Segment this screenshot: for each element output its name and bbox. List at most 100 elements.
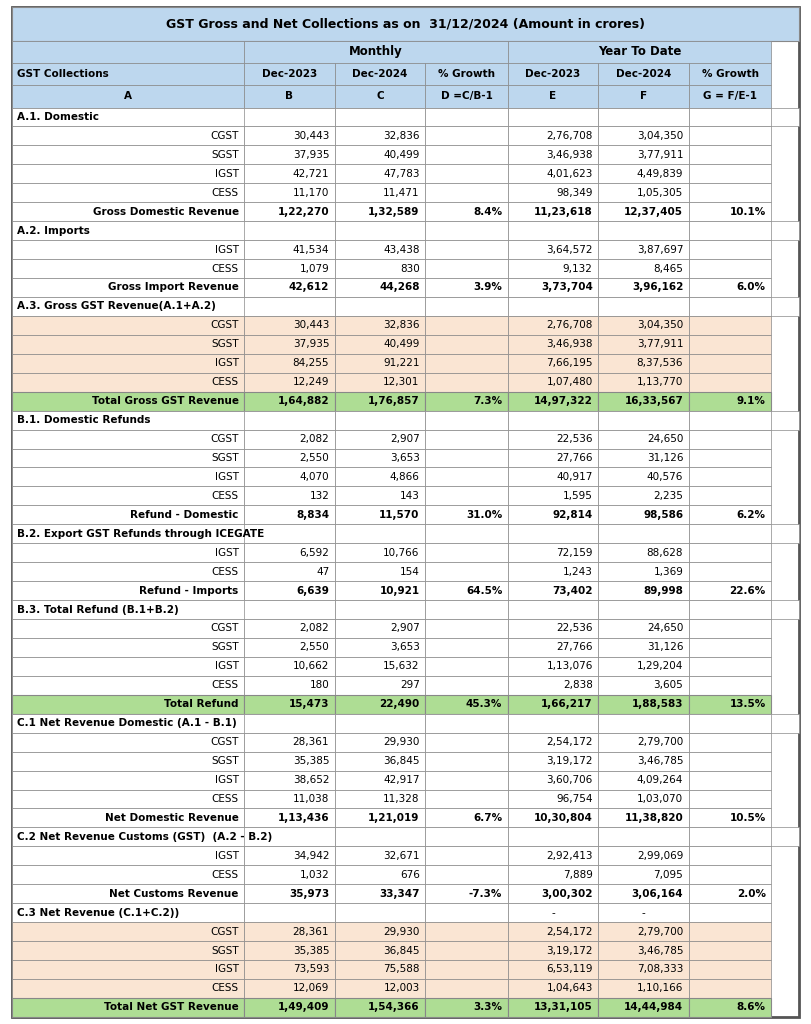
Text: 10.1%: 10.1%: [730, 207, 766, 217]
Bar: [689, 183, 771, 202]
Bar: [508, 923, 599, 941]
Bar: [244, 468, 335, 486]
Bar: [599, 468, 689, 486]
Bar: [244, 145, 335, 164]
Bar: [689, 524, 771, 544]
Bar: [425, 733, 508, 752]
Bar: [508, 183, 599, 202]
Bar: [335, 903, 425, 923]
Bar: [689, 600, 771, 620]
Text: 1,13,436: 1,13,436: [277, 813, 329, 823]
Bar: [244, 335, 335, 353]
Bar: [12, 695, 244, 714]
Text: 1,07,480: 1,07,480: [547, 377, 593, 387]
Bar: [12, 524, 799, 544]
Bar: [689, 221, 771, 240]
Bar: [425, 657, 508, 676]
Text: 24,650: 24,650: [647, 624, 683, 634]
Bar: [599, 582, 689, 600]
Bar: [689, 714, 771, 733]
Text: 1,66,217: 1,66,217: [541, 699, 593, 710]
Bar: [425, 85, 508, 108]
Bar: [508, 941, 599, 961]
Bar: [244, 620, 335, 638]
Bar: [244, 714, 335, 733]
Text: 3,46,938: 3,46,938: [547, 150, 593, 160]
Text: CESS: CESS: [212, 869, 238, 880]
Bar: [508, 695, 599, 714]
Text: 12,069: 12,069: [293, 983, 329, 993]
Text: G = F/E-1: G = F/E-1: [703, 91, 757, 101]
Text: 16,33,567: 16,33,567: [624, 396, 683, 407]
Text: 4,070: 4,070: [299, 472, 329, 482]
Bar: [335, 183, 425, 202]
Text: CESS: CESS: [212, 490, 238, 501]
Bar: [508, 544, 599, 562]
Text: CESS: CESS: [212, 794, 238, 804]
Bar: [335, 827, 425, 847]
Bar: [12, 714, 799, 733]
Text: 1,29,204: 1,29,204: [637, 662, 683, 672]
Bar: [335, 335, 425, 353]
Text: 2,79,700: 2,79,700: [637, 737, 683, 748]
Bar: [599, 923, 689, 941]
Bar: [335, 315, 425, 335]
Bar: [425, 430, 508, 449]
Bar: [599, 335, 689, 353]
Bar: [508, 657, 599, 676]
Bar: [599, 524, 689, 544]
Bar: [335, 620, 425, 638]
Bar: [425, 297, 508, 315]
Bar: [689, 790, 771, 809]
Bar: [425, 790, 508, 809]
Text: 28,361: 28,361: [293, 927, 329, 937]
Text: -: -: [642, 907, 646, 918]
Bar: [599, 771, 689, 790]
Text: IGST: IGST: [215, 548, 238, 558]
Bar: [12, 600, 799, 620]
Bar: [425, 164, 508, 183]
Text: 8.4%: 8.4%: [473, 207, 502, 217]
Bar: [12, 733, 244, 752]
Text: Dec-2023: Dec-2023: [526, 69, 581, 79]
Bar: [335, 108, 425, 126]
Bar: [12, 506, 244, 524]
Bar: [335, 979, 425, 998]
Text: 88,628: 88,628: [646, 548, 683, 558]
Text: SGST: SGST: [211, 150, 238, 160]
Bar: [689, 391, 771, 411]
Bar: [508, 771, 599, 790]
Text: 11,471: 11,471: [383, 187, 419, 198]
Text: 11,170: 11,170: [293, 187, 329, 198]
Text: 92,814: 92,814: [552, 510, 593, 520]
Bar: [244, 847, 335, 865]
Bar: [599, 62, 689, 85]
Bar: [425, 979, 508, 998]
Text: B.2. Export GST Refunds through ICEGATE: B.2. Export GST Refunds through ICEGATE: [17, 528, 264, 539]
Bar: [12, 771, 244, 790]
Text: 2,92,413: 2,92,413: [547, 851, 593, 861]
Text: 1,54,366: 1,54,366: [368, 1002, 419, 1013]
Text: 24,650: 24,650: [647, 434, 683, 444]
Bar: [425, 62, 508, 85]
Text: 830: 830: [400, 263, 419, 273]
Bar: [689, 620, 771, 638]
Bar: [425, 885, 508, 903]
Bar: [244, 449, 335, 468]
Text: Total Net GST Revenue: Total Net GST Revenue: [104, 1002, 238, 1013]
Bar: [244, 278, 335, 297]
Text: 3,00,302: 3,00,302: [541, 889, 593, 899]
Bar: [599, 695, 689, 714]
Bar: [12, 145, 244, 164]
Bar: [335, 62, 425, 85]
Bar: [508, 449, 599, 468]
Bar: [425, 827, 508, 847]
Bar: [689, 582, 771, 600]
Bar: [508, 468, 599, 486]
Bar: [425, 752, 508, 771]
Text: 15,473: 15,473: [289, 699, 329, 710]
Bar: [335, 524, 425, 544]
Text: 1,595: 1,595: [563, 490, 593, 501]
Text: 3,19,172: 3,19,172: [547, 756, 593, 766]
Text: 1,13,076: 1,13,076: [547, 662, 593, 672]
